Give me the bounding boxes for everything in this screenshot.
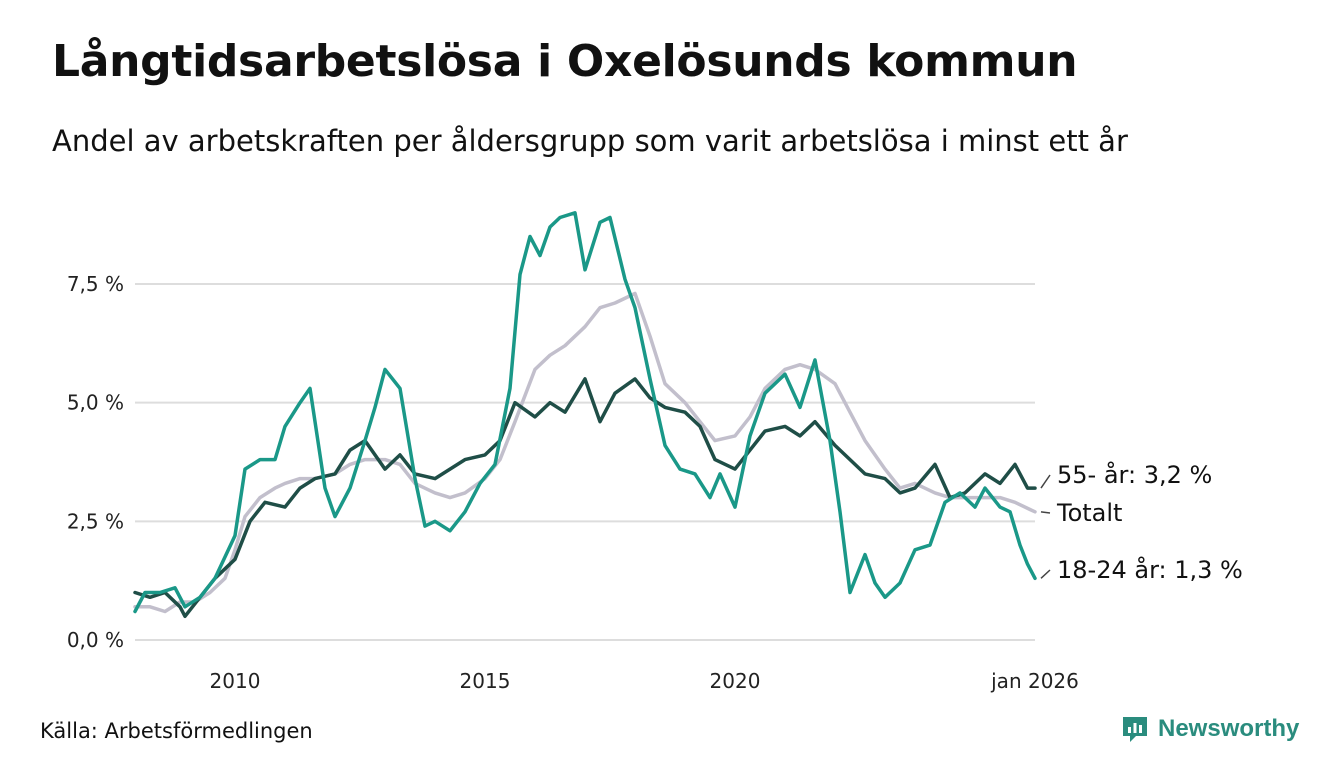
chart-subtitle: Andel av arbetskraften per åldersgrupp s… (52, 124, 1128, 158)
y-tick-label: 7,5 % (67, 272, 124, 296)
end-label-connector (1040, 511, 1051, 514)
series-line-1 (133, 377, 1037, 619)
y-axis-ticks: 0,0 % 2,5 % 5,0 % 7,5 % (67, 272, 124, 652)
x-tick-label: 2010 (210, 669, 261, 693)
x-tick-label: 2015 (460, 669, 511, 693)
y-tick-label: 0,0 % (67, 628, 124, 652)
y-tick-label: 5,0 % (67, 391, 124, 415)
series-lines (133, 211, 1037, 619)
end-label-connector (1040, 569, 1051, 579)
series-end-label: 18-24 år: 1,3 % (1057, 555, 1243, 584)
series-line-0 (133, 291, 1037, 614)
series-end-label: 55- år: 3,2 % (1057, 460, 1212, 489)
source-note: Källa: Arbetsförmedlingen (40, 719, 313, 743)
gridlines (135, 283, 1035, 641)
x-tick-label: 2020 (710, 669, 761, 693)
end-labels: Totalt 55- år: 3,2 % 18-24 år: 1,3 % (1040, 460, 1243, 584)
x-tick-label: jan 2026 (990, 669, 1079, 693)
y-tick-label: 2,5 % (67, 509, 124, 533)
brand-logo: Newsworthy (1120, 714, 1299, 744)
x-axis-ticks: 2010 2015 2020 jan 2026 (210, 669, 1079, 693)
chart-title: Långtidsarbetslösa i Oxelösunds kommun (52, 36, 1078, 87)
newsworthy-logo-icon (1123, 717, 1147, 742)
series-line-2 (133, 211, 1037, 614)
brand-name: Newsworthy (1158, 715, 1300, 742)
end-label-connector (1040, 474, 1051, 489)
series-end-label: Totalt (1056, 499, 1122, 527)
